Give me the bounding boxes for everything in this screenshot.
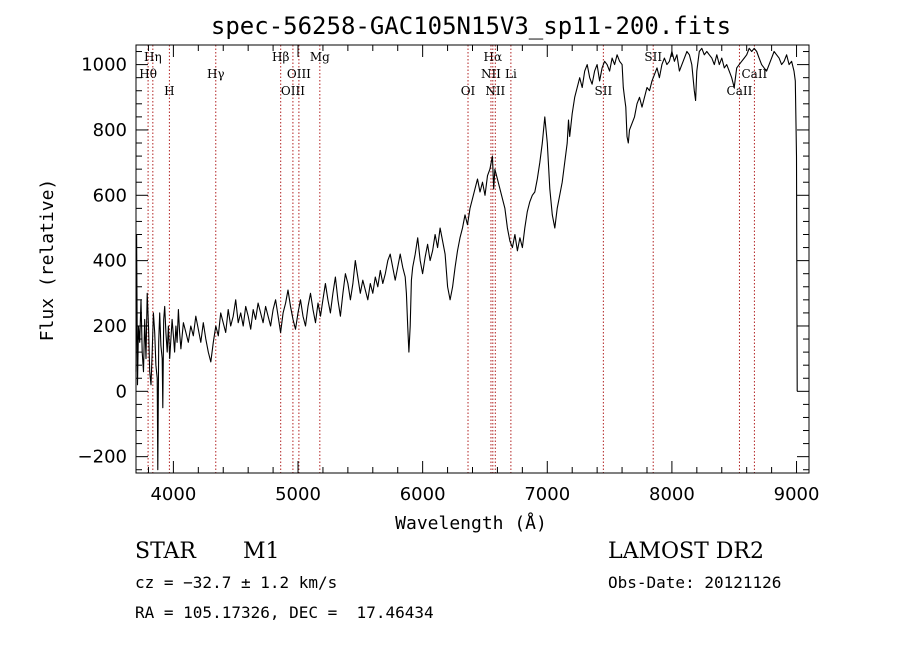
marker-label-7: Mg <box>310 50 330 64</box>
y-tick-label: 1000 <box>81 55 127 76</box>
y-tick-label: −200 <box>78 447 127 468</box>
spectrum-line-0 <box>135 47 798 471</box>
survey-name: LAMOST DR2 <box>608 539 764 564</box>
spectral-line-markers: HηHθHHγHβOIIIOIIIMgOIHαNIINIILiSIISIICaI… <box>139 45 768 473</box>
marker-label-13: SII <box>595 84 613 98</box>
y-tick-label: 200 <box>93 316 127 337</box>
plot-frame <box>135 44 810 474</box>
y-tick-label: 600 <box>93 185 127 206</box>
object-class: STAR <box>135 539 196 564</box>
y-tick-label: 0 <box>116 381 127 402</box>
series-layer <box>135 47 798 471</box>
marker-label-11: NII <box>485 84 505 98</box>
redshift-velocity: cz = −32.7 ± 1.2 km/s <box>135 573 338 592</box>
spectrum-chart: spec-56258-GAC105N15V3_sp11-200.fits Hη H… <box>37 12 820 534</box>
observation-date: Obs-Date: 20121126 <box>608 573 782 592</box>
y-tick-label: 400 <box>93 251 127 272</box>
marker-label-2: H <box>164 84 174 98</box>
x-tick-label: 7000 <box>524 484 570 505</box>
marker-label-15: CaII <box>741 67 767 81</box>
marker-label-3: Hγ <box>207 67 225 81</box>
marker-label-14: SII <box>644 50 662 64</box>
y-axis-label: Flux (relative) <box>37 179 58 342</box>
axes <box>135 44 810 474</box>
marker-label-5: OIII <box>287 67 311 81</box>
x-tick-label: 4000 <box>150 484 196 505</box>
marker-label-10: NII <box>481 67 501 81</box>
x-tick-label: 5000 <box>275 484 321 505</box>
marker-label-6: OIII <box>281 84 305 98</box>
x-tick-label: 6000 <box>400 484 446 505</box>
coordinates: RA = 105.17326, DEC = 17.46434 <box>135 603 434 622</box>
chart-title: spec-56258-GAC105N15V3_sp11-200.fits <box>211 12 731 40</box>
tick-labels: 4000 5000 6000 7000 8000 9000 −200 0 200 400 600 80… <box>78 55 820 505</box>
marker-label-12: Li <box>505 67 517 81</box>
marker-label-16: CaII <box>727 84 753 98</box>
marker-label-9: Hα <box>484 50 503 64</box>
y-tick-label: 800 <box>93 120 127 141</box>
marker-label-1: Hθ <box>139 67 157 81</box>
object-subclass: M1 <box>243 539 280 564</box>
x-axis-label: Wavelength (Å) <box>395 512 547 534</box>
marker-label-4: Hβ <box>272 50 289 64</box>
x-tick-label: 8000 <box>649 484 695 505</box>
marker-label-0: Hη <box>144 50 162 64</box>
x-tick-label: 9000 <box>774 484 820 505</box>
marker-label-8: OI <box>461 84 476 98</box>
